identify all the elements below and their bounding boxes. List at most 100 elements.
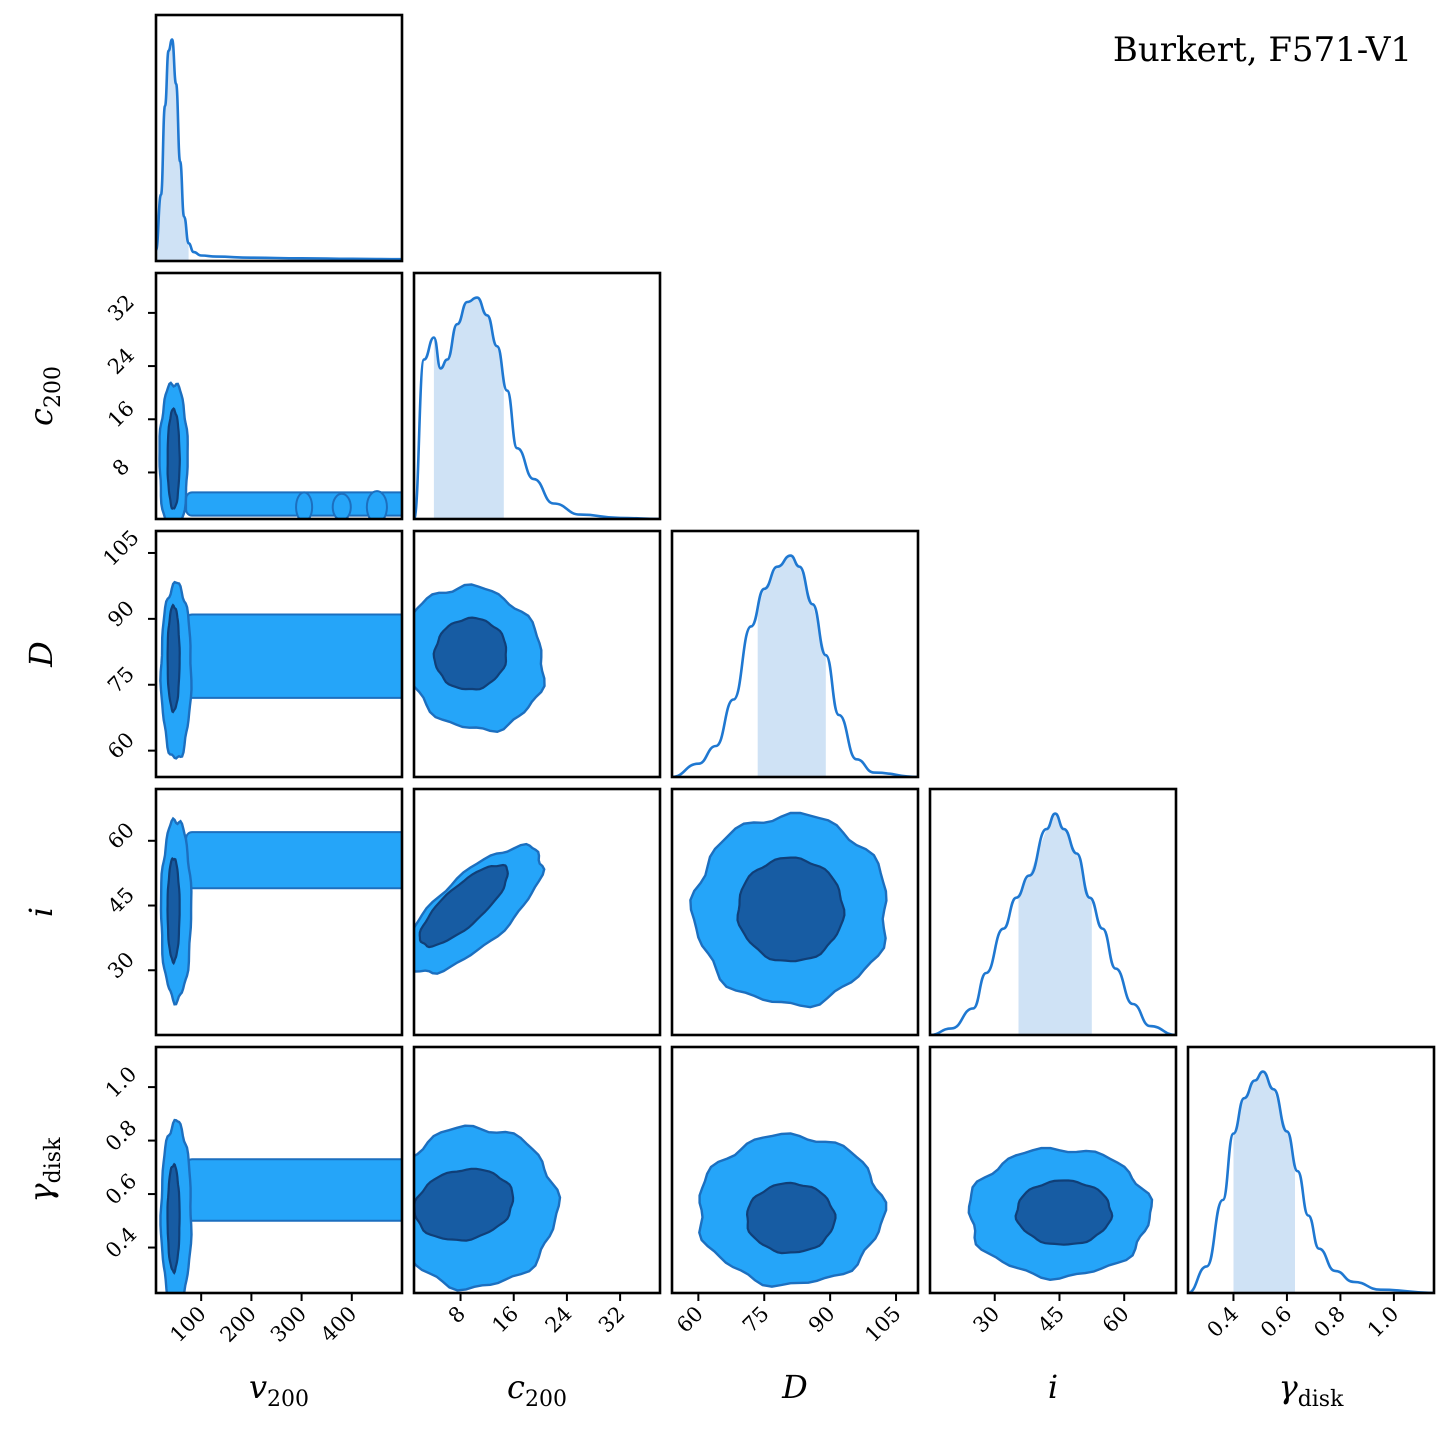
y-tick-label: 90 — [103, 596, 139, 632]
x-tick-label: 60 — [672, 1302, 708, 1338]
x-axis-label-v200: v200 — [249, 1368, 309, 1412]
x-tick-label: 100 — [165, 1302, 210, 1347]
x-tick-label: 45 — [1033, 1302, 1069, 1338]
x-tick-label: 400 — [316, 1302, 361, 1347]
x-tick-label: 0.6 — [1256, 1302, 1297, 1343]
y-axis-label-c200: c200 — [22, 366, 66, 426]
marginal-line-gamma_disk — [1188, 1070, 1434, 1293]
y-tick-label: 32 — [103, 290, 139, 326]
x-axis-label-c200: c200 — [507, 1368, 567, 1412]
panel-frame — [670, 529, 920, 779]
credible-interval-v200 — [157, 39, 189, 261]
x-tick-label: 75 — [738, 1302, 774, 1338]
marginal-line-i — [930, 812, 1176, 1035]
chart-title: Burkert, F571-V1 — [1113, 30, 1412, 70]
panel-D-D — [670, 529, 920, 779]
panel-D-gamma_disk: 60 75 90 105 D — [670, 1045, 920, 1406]
outer-contour-blob — [365, 490, 388, 519]
y-tick-label: 60 — [103, 818, 139, 854]
panel-v200-v200 — [154, 13, 404, 263]
y-tick-label: 0.6 — [101, 1169, 142, 1210]
inner-contour — [1014, 1179, 1114, 1246]
marginal-line-D — [672, 554, 918, 777]
outer-contour-tail — [185, 613, 402, 699]
x-tick-label: 1.0 — [1363, 1302, 1404, 1343]
x-tick-label: 0.8 — [1309, 1302, 1350, 1343]
panel-frame — [154, 271, 404, 521]
outer-contour-blob — [331, 492, 352, 519]
x-tick-label: 16 — [487, 1302, 523, 1338]
outer-contour-blob — [295, 491, 314, 519]
x-tick-label: 8 — [444, 1302, 470, 1328]
x-tick-label: 105 — [860, 1302, 905, 1347]
x-tick-label: 200 — [216, 1302, 261, 1347]
panel-c200-c200 — [412, 271, 662, 521]
y-tick-label: 0.4 — [101, 1222, 142, 1263]
y-tick-label: 45 — [103, 883, 139, 919]
y-tick-label: 75 — [103, 662, 139, 698]
inner-contour — [432, 616, 508, 691]
y-tick-label: 8 — [108, 454, 134, 480]
outer-contour-tail — [185, 1158, 402, 1222]
panel-frame — [154, 13, 404, 263]
x-tick-label: 300 — [266, 1302, 311, 1347]
panel-frame — [154, 787, 404, 1037]
panel-frame — [412, 1045, 662, 1295]
y-tick-label: 16 — [103, 396, 139, 432]
x-axis-label-gamma_disk: γdisk — [1279, 1368, 1345, 1412]
panel-v200-i: 30 45 60 i — [22, 787, 404, 1037]
y-tick-label: 0.8 — [101, 1115, 142, 1156]
panel-frame — [154, 1045, 404, 1295]
panel-frame — [670, 787, 920, 1037]
marginal-line-c200 — [414, 296, 660, 519]
x-tick-label: 60 — [1098, 1302, 1134, 1338]
inner-contour — [418, 863, 509, 949]
y-axis-label-D: D — [22, 641, 60, 668]
x-tick-label: 90 — [804, 1302, 840, 1338]
panel-i-i — [928, 787, 1178, 1037]
panel-frame — [412, 787, 662, 1037]
y-tick-label: 105 — [98, 525, 143, 570]
outer-contour-tail — [185, 831, 402, 890]
x-tick-label: 0.4 — [1202, 1302, 1243, 1343]
credible-interval-gamma_disk — [1233, 1071, 1295, 1293]
panel-frame — [154, 529, 404, 779]
panel-c200-i — [412, 787, 662, 1037]
panel-v200-c200: 8 16 24 32 c200 — [22, 271, 404, 521]
credible-interval-D — [757, 555, 826, 777]
x-axis-label-i: i — [1048, 1368, 1058, 1406]
panel-i-gamma_disk: 30 45 60 i — [928, 1045, 1178, 1406]
panel-c200-D — [412, 529, 662, 779]
panel-c200-gamma_disk: 8 16 24 32 c200 — [412, 1045, 662, 1412]
panel-D-i — [670, 787, 920, 1037]
panel-frame — [1186, 1045, 1436, 1295]
y-tick-label: 60 — [103, 728, 139, 764]
inner-contour — [736, 856, 846, 963]
x-tick-label: 30 — [968, 1302, 1004, 1338]
inner-contour — [166, 407, 181, 510]
inner-contour — [166, 1162, 181, 1275]
y-tick-label: 30 — [103, 947, 139, 983]
inner-contour — [745, 1181, 837, 1255]
panel-frame — [412, 529, 662, 779]
marginal-line-v200 — [156, 38, 402, 261]
y-axis-label-gamma_disk: γdisk — [22, 1137, 66, 1203]
y-tick-label: 24 — [103, 343, 139, 379]
credible-interval-i — [1018, 813, 1092, 1035]
x-axis-label-D: D — [781, 1368, 808, 1406]
panel-frame — [928, 787, 1178, 1037]
inner-contour — [166, 603, 181, 714]
panel-gamma_disk-gamma_disk: 0.4 0.6 0.8 1.0 γdisk — [1186, 1045, 1436, 1412]
panel-frame — [670, 1045, 920, 1295]
panels: 8 16 24 32 c200 60 75 90 105 D 30 45 60 i 100 200 300 400… — [22, 13, 1436, 1412]
y-tick-label: 1.0 — [101, 1062, 142, 1103]
x-tick-label: 24 — [541, 1302, 577, 1338]
panel-frame — [412, 271, 662, 521]
inner-contour — [166, 856, 181, 966]
y-axis-label-i: i — [22, 907, 60, 917]
panel-frame — [928, 1045, 1178, 1295]
x-tick-label: 32 — [594, 1302, 630, 1338]
panel-v200-D: 60 75 90 105 D — [22, 525, 404, 779]
